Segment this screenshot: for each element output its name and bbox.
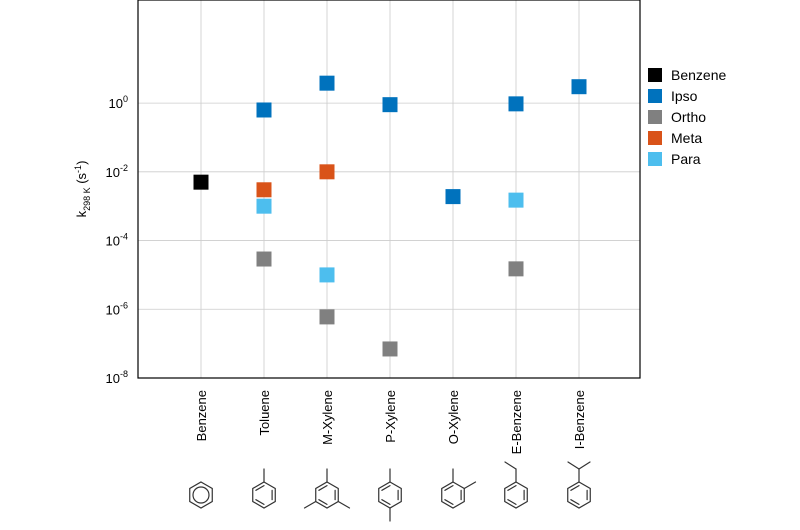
p-xylene-structure-icon: [378, 468, 402, 522]
legend-label: Ipso: [671, 88, 698, 104]
y-tick-exponent: -8: [120, 369, 128, 379]
data-point-ipso: [319, 75, 335, 91]
data-point-ipso: [445, 189, 461, 205]
data-point-ortho: [508, 261, 524, 277]
y-tick-base: 10: [106, 371, 120, 386]
x-category-label: Toluene: [257, 390, 272, 436]
data-point-meta: [256, 182, 272, 198]
data-point-ortho: [382, 341, 398, 357]
m-xylene-structure-icon: [303, 468, 351, 509]
x-category-label: I-Benzene: [572, 390, 587, 449]
ethylbenzene-structure-icon: [504, 461, 528, 509]
legend-label: Benzene: [671, 67, 726, 83]
legend-swatch-ipso: [648, 89, 662, 103]
y-tick-exponent: -4: [120, 232, 128, 242]
plot-area-frame: [137, 0, 641, 379]
x-category-label: P-Xylene: [383, 390, 398, 443]
data-point-ipso: [508, 96, 524, 112]
data-point-benzene: [193, 174, 209, 190]
data-point-ipso: [571, 79, 587, 95]
toluene-structure-icon: [252, 468, 276, 509]
data-point-ipso: [256, 102, 272, 118]
y-tick-base: 10: [106, 302, 120, 317]
y-tick-label: 10-6: [106, 300, 128, 317]
legend-label: Para: [671, 151, 701, 167]
x-category-label: M-Xylene: [320, 390, 335, 445]
o-xylene-structure-icon: [441, 468, 477, 509]
data-point-ipso: [382, 97, 398, 113]
benzene-ring-icon: [189, 481, 213, 509]
data-point-para: [256, 198, 272, 214]
legend-swatch-ortho: [648, 110, 662, 124]
isopropylbenzene-structure-icon: [567, 461, 591, 509]
y-tick-label: 10-4: [106, 232, 128, 249]
y-tick-label: 10-8: [106, 369, 128, 386]
data-point-para: [319, 267, 335, 283]
molecule-structures: [189, 461, 591, 522]
legend-swatch-meta: [648, 131, 662, 145]
x-category-label: Benzene: [194, 390, 209, 441]
data-point-para: [508, 192, 524, 208]
y-axis-label: k298 K (s-1): [73, 161, 92, 218]
y-tick-base: 10: [106, 165, 120, 180]
data-point-ortho: [319, 309, 335, 325]
x-axis-categories: Benzene Toluene M-Xylene P-Xylene O-Xylene E-…: [194, 390, 587, 454]
y-axis-title: k298 K (s-1): [73, 161, 92, 218]
legend-swatch-para: [648, 152, 662, 166]
y-tick-exponent: 0: [123, 94, 128, 104]
x-category-label: E-Benzene: [509, 390, 524, 454]
y-tick-exponent: -2: [120, 163, 128, 173]
grid-lines: [138, 0, 640, 378]
data-point-ortho: [256, 251, 272, 267]
y-tick-label: 10-2: [106, 163, 128, 180]
legend-swatch-benzene: [648, 68, 662, 82]
legend-label: Ortho: [671, 109, 706, 125]
legend: Benzene Ipso Ortho Meta Para: [648, 67, 726, 167]
x-category-label: O-Xylene: [446, 390, 461, 444]
legend-label: Meta: [671, 130, 702, 146]
y-tick-base: 10: [106, 234, 120, 249]
data-point-meta: [319, 164, 335, 180]
y-tick-exponent: -6: [120, 300, 128, 310]
y-tick-base: 10: [109, 96, 123, 111]
y-tick-label: 100: [109, 94, 128, 111]
data-points: [193, 75, 587, 357]
